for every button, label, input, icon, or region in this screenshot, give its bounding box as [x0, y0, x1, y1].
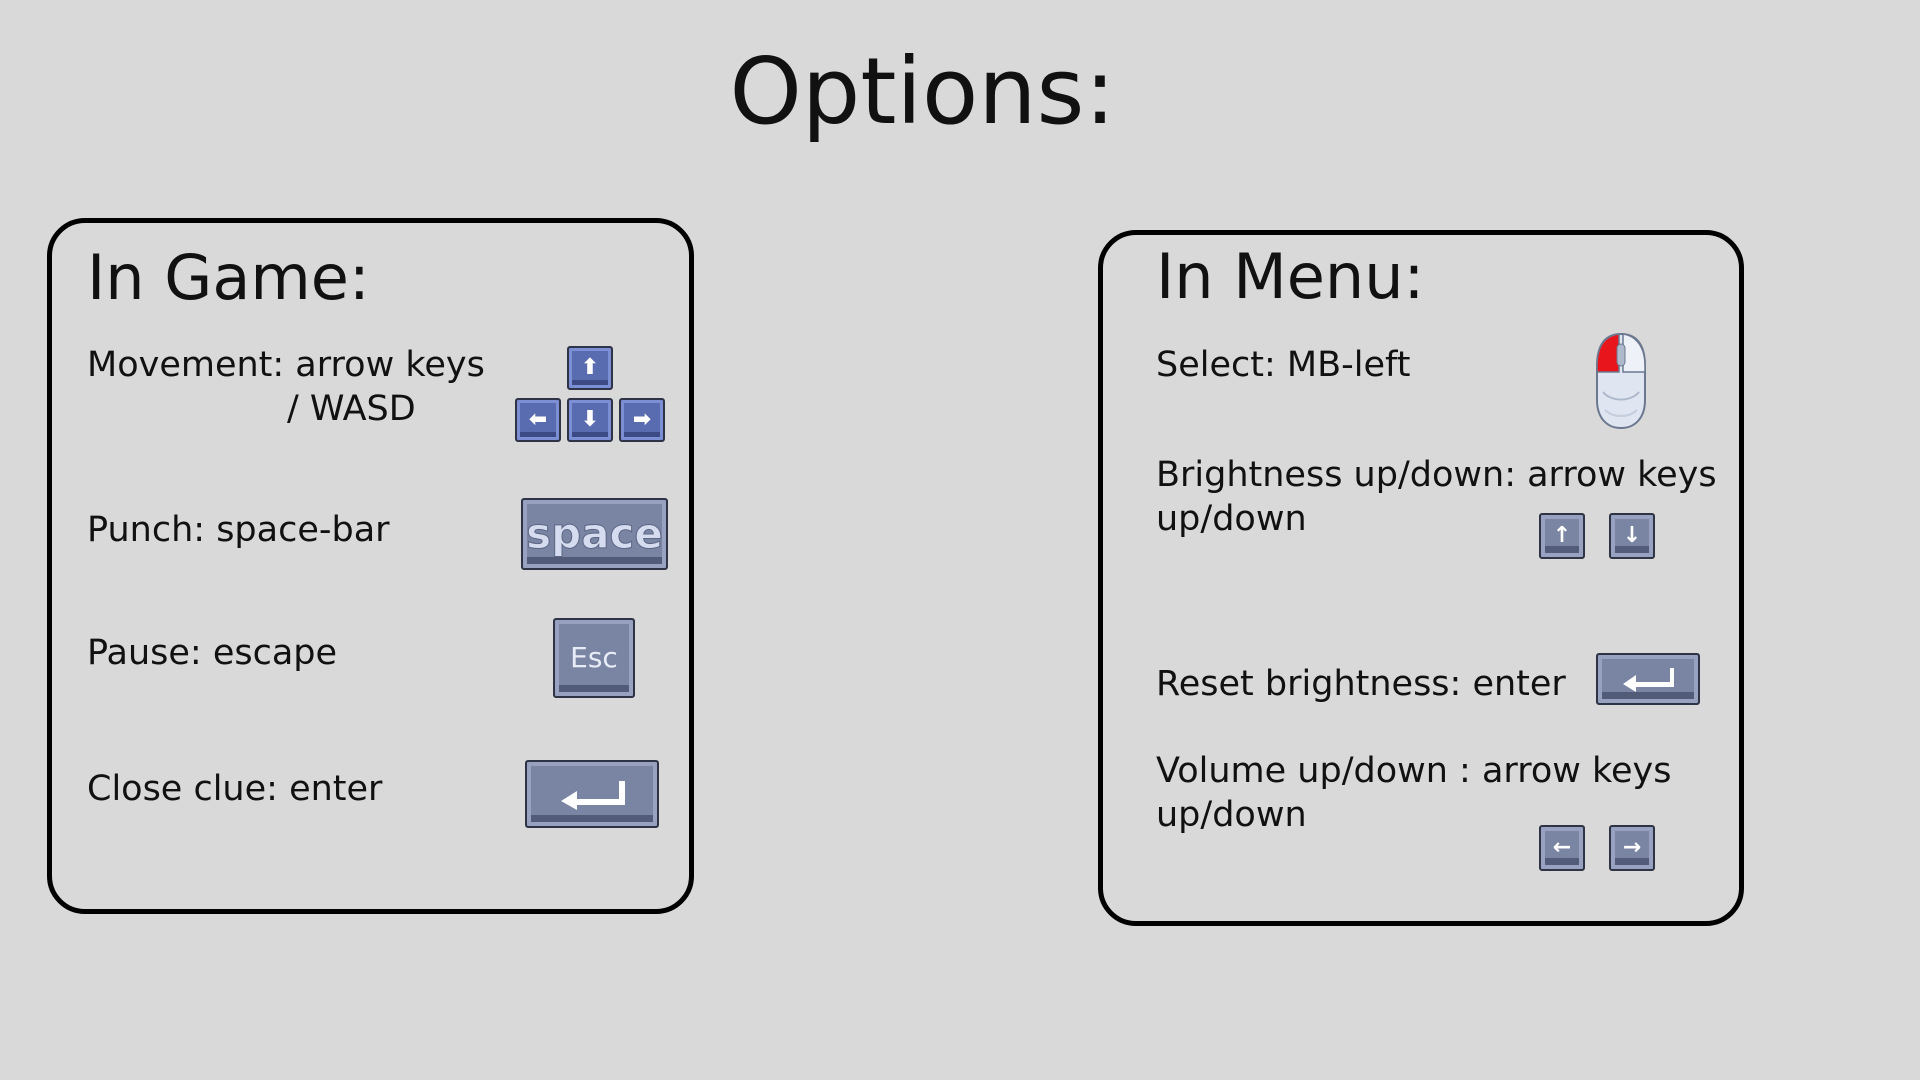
volume-label-line2: up/down — [1156, 795, 1307, 835]
brightness-label-line2: up/down — [1156, 499, 1307, 539]
in-game-panel: In Game: Movement: arrow keys / WASD ⬆ ⬅… — [47, 218, 694, 914]
enter-key-icon — [525, 760, 659, 828]
down-arrow-key-icon: ⬇ — [567, 398, 613, 442]
movement-label: Movement: arrow keys / WASD — [87, 343, 485, 431]
mouse-left-button-icon — [1596, 332, 1646, 430]
up-arrow-key-icon: ⬆ — [567, 346, 613, 390]
menu-left-arrow-key-icon: ← — [1539, 825, 1585, 871]
in-game-heading: In Game: — [87, 241, 370, 314]
menu-down-arrow-key-icon: ↓ — [1609, 513, 1655, 559]
page-title: Options: — [729, 38, 1116, 145]
movement-label-line2: / WASD — [287, 389, 416, 429]
movement-label-line1: Movement: arrow keys — [87, 345, 485, 385]
right-arrow-key-icon: ➡ — [619, 398, 665, 442]
in-menu-heading: In Menu: — [1156, 240, 1425, 313]
volume-label-line1: Volume up/down : arrow keys — [1156, 751, 1672, 791]
menu-right-arrow-key-icon: → — [1609, 825, 1655, 871]
esc-key-icon: Esc — [553, 618, 635, 698]
close-clue-label: Close clue: enter — [87, 769, 383, 809]
menu-up-arrow-key-icon: ↑ — [1539, 513, 1585, 559]
select-label: Select: MB-left — [1156, 345, 1411, 385]
reset-brightness-label: Reset brightness: enter — [1156, 664, 1566, 704]
brightness-label-line1: Brightness up/down: arrow keys — [1156, 455, 1717, 495]
space-key-icon: space — [521, 498, 668, 570]
brightness-label: Brightness up/down: arrow keys up/down — [1156, 453, 1717, 541]
volume-label: Volume up/down : arrow keys up/down — [1156, 749, 1671, 837]
punch-label: Punch: space-bar — [87, 510, 390, 550]
in-menu-panel: In Menu: Select: MB-left Brightness up/d… — [1098, 230, 1744, 926]
left-arrow-key-icon: ⬅ — [515, 398, 561, 442]
pause-label: Pause: escape — [87, 633, 338, 673]
menu-enter-key-icon — [1596, 653, 1700, 705]
